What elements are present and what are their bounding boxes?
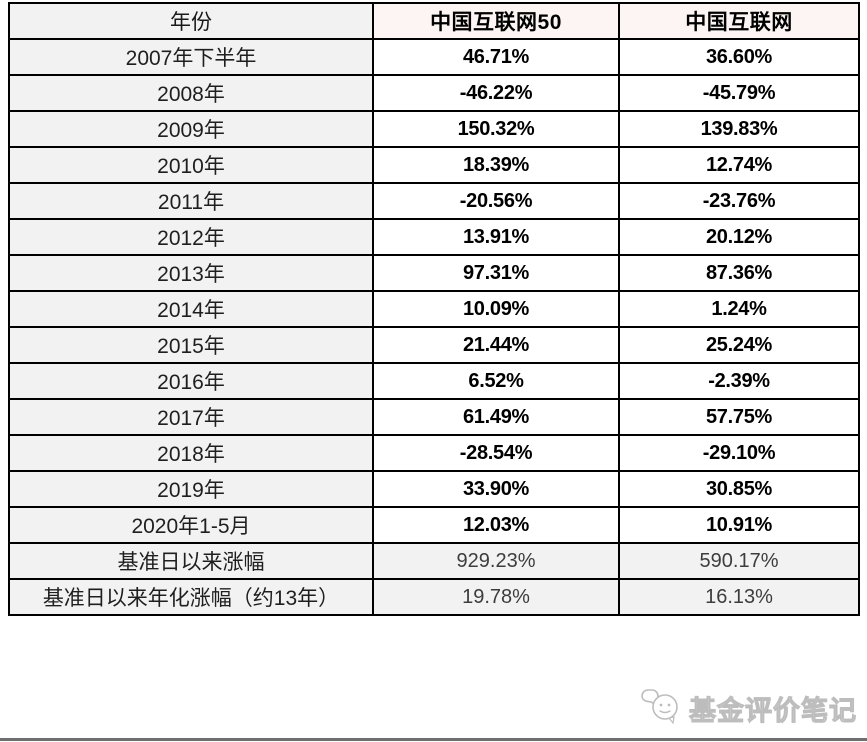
row-label: 2013年 (8, 254, 374, 292)
watermark-text: 基金评价笔记 (689, 696, 857, 727)
row-label: 2011年 (8, 182, 374, 220)
table-row: 2019年 33.90% 30.85% (8, 470, 860, 508)
row-label: 2010年 (8, 146, 374, 184)
row-label: 2016年 (8, 362, 374, 400)
value-china-internet: 87.36% (618, 254, 860, 292)
table-row: 2016年 6.52% -2.39% (8, 362, 860, 400)
value-china-internet-50: -46.22% (372, 74, 620, 112)
value-china-internet-50: 929.23% (372, 542, 620, 580)
value-china-internet-50: 21.44% (372, 326, 620, 364)
value-china-internet-50: 18.39% (372, 146, 620, 184)
row-label: 2015年 (8, 326, 374, 364)
value-china-internet-50: 10.09% (372, 290, 620, 328)
value-china-internet-50: 6.52% (372, 362, 620, 400)
column-header-china-internet-50: 中国互联网50 (372, 2, 620, 40)
table-row: 2007年下半年 46.71% 36.60% (8, 38, 860, 76)
value-china-internet: 10.91% (618, 506, 860, 544)
value-china-internet: 12.74% (618, 146, 860, 184)
value-china-internet-50: 61.49% (372, 398, 620, 436)
value-china-internet-50: -28.54% (372, 434, 620, 472)
table-row: 2011年 -20.56% -23.76% (8, 182, 860, 220)
value-china-internet: 25.24% (618, 326, 860, 364)
value-china-internet: 139.83% (618, 110, 860, 148)
value-china-internet: 1.24% (618, 290, 860, 328)
value-china-internet: -23.76% (618, 182, 860, 220)
value-china-internet-50: 150.32% (372, 110, 620, 148)
table-header-row: 年份 中国互联网50 中国互联网 (8, 2, 860, 40)
row-label: 基准日以来涨幅 (8, 542, 374, 580)
row-label: 2020年1-5月 (8, 506, 374, 544)
value-china-internet: 30.85% (618, 470, 860, 508)
table-row: 2013年 97.31% 87.36% (8, 254, 860, 292)
bottom-divider-bar (0, 738, 867, 741)
value-china-internet-50: 97.31% (372, 254, 620, 292)
table-row: 2017年 61.49% 57.75% (8, 398, 860, 436)
value-china-internet-50: 12.03% (372, 506, 620, 544)
value-china-internet: 16.13% (618, 578, 860, 616)
table-row: 2020年1-5月 12.03% 10.91% (8, 506, 860, 544)
table-row: 2014年 10.09% 1.24% (8, 290, 860, 328)
index-performance-table: 年份 中国互联网50 中国互联网 2007年下半年 46.71% 36.60% … (8, 2, 860, 616)
value-china-internet: -45.79% (618, 74, 860, 112)
table-row: 2015年 21.44% 25.24% (8, 326, 860, 364)
value-china-internet: 36.60% (618, 38, 860, 76)
value-china-internet: -2.39% (618, 362, 860, 400)
row-label: 2017年 (8, 398, 374, 436)
column-header-year: 年份 (8, 2, 374, 40)
value-china-internet-50: 19.78% (372, 578, 620, 616)
value-china-internet-50: 33.90% (372, 470, 620, 508)
value-china-internet: 590.17% (618, 542, 860, 580)
table-row: 2012年 13.91% 20.12% (8, 218, 860, 256)
value-china-internet-50: -20.56% (372, 182, 620, 220)
table-row: 2010年 18.39% 12.74% (8, 146, 860, 184)
row-label: 2012年 (8, 218, 374, 256)
row-label: 2014年 (8, 290, 374, 328)
table-row: 2009年 150.32% 139.83% (8, 110, 860, 148)
value-china-internet: 57.75% (618, 398, 860, 436)
column-header-china-internet: 中国互联网 (618, 2, 860, 40)
value-china-internet-50: 46.71% (372, 38, 620, 76)
table-row: 基准日以来年化涨幅（约13年） 19.78% 16.13% (8, 578, 860, 616)
value-china-internet: 20.12% (618, 218, 860, 256)
value-china-internet: -29.10% (618, 434, 860, 472)
table-row: 2018年 -28.54% -29.10% (8, 434, 860, 472)
row-label: 2008年 (8, 74, 374, 112)
speech-bubble-face-icon (639, 688, 683, 729)
watermark: 基金评价笔记 (639, 688, 857, 729)
table-row: 2008年 -46.22% -45.79% (8, 74, 860, 112)
row-label: 2019年 (8, 470, 374, 508)
row-label: 2009年 (8, 110, 374, 148)
row-label: 基准日以来年化涨幅（约13年） (8, 578, 374, 616)
row-label: 2018年 (8, 434, 374, 472)
value-china-internet-50: 13.91% (372, 218, 620, 256)
row-label: 2007年下半年 (8, 38, 374, 76)
table-row: 基准日以来涨幅 929.23% 590.17% (8, 542, 860, 580)
